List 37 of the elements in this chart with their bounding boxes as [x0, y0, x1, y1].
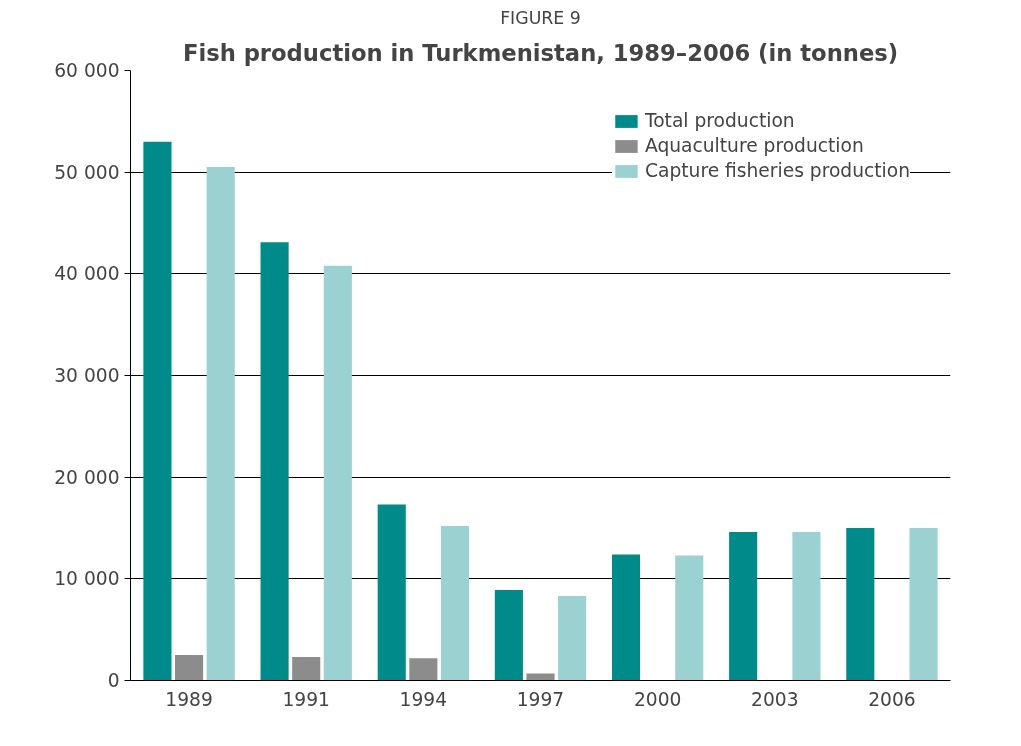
- bar: [143, 141, 172, 681]
- x-tick-label: 1991: [282, 688, 330, 710]
- legend-label: Total production: [644, 110, 795, 131]
- bar: [558, 596, 587, 681]
- y-tick-label: 60 000: [54, 60, 120, 81]
- bar: [175, 655, 204, 681]
- x-tick-label: 1994: [399, 688, 448, 710]
- bar: [846, 528, 875, 681]
- bar: [792, 532, 821, 681]
- x-tick-label: 2006: [868, 688, 916, 710]
- y-tick-label: 30 000: [54, 365, 120, 386]
- x-tick-label: 1997: [516, 688, 565, 710]
- legend-label: Aquaculture production: [644, 135, 864, 156]
- chart-title: Fish production in Turkmenistan, 1989–2006 (in tonnes): [182, 39, 899, 66]
- x-tick-label: 2000: [633, 688, 682, 710]
- y-tick-label: 50 000: [54, 161, 120, 183]
- bar: [260, 242, 289, 681]
- bar: [494, 590, 523, 681]
- chart-subtitle: FIGURE 9: [500, 7, 581, 28]
- bar: [323, 265, 352, 681]
- bar: [526, 673, 555, 681]
- bar: [292, 657, 321, 681]
- bar: [729, 532, 758, 681]
- bar: [409, 658, 438, 681]
- y-tick-label: 40 000: [54, 263, 120, 285]
- bar: [377, 504, 406, 681]
- x-tick-label: 1989: [165, 688, 213, 710]
- bar: [675, 555, 704, 681]
- y-tick-label: 10 000: [54, 568, 120, 590]
- y-tick-label: 0: [107, 670, 120, 691]
- bar: [206, 167, 235, 681]
- bar: [440, 525, 470, 681]
- bar: [611, 554, 641, 681]
- y-tick-label: 20 000: [54, 466, 120, 488]
- bar: [909, 528, 938, 681]
- legend-label: Capture fisheries production: [644, 160, 910, 181]
- x-tick-label: 2003: [751, 688, 799, 710]
